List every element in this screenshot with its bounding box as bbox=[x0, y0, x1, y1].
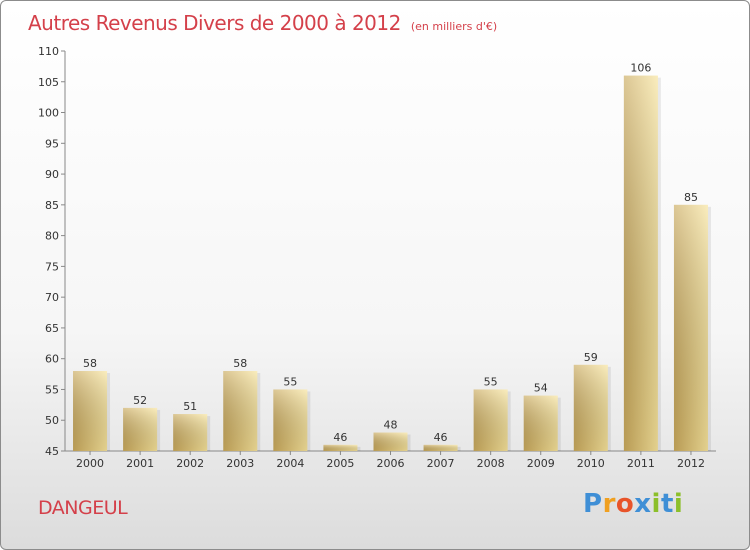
bar-value-label: 58 bbox=[233, 357, 247, 370]
logo-letter: P bbox=[583, 489, 603, 519]
bar-shade bbox=[623, 75, 658, 451]
x-tick-label: 2005 bbox=[326, 457, 354, 470]
bar-value-label: 106 bbox=[630, 62, 651, 75]
logo-letter: r bbox=[602, 489, 616, 519]
x-tick-label: 2011 bbox=[627, 457, 655, 470]
bar-group: 51 2002 bbox=[173, 400, 211, 470]
y-tick-label: 95 bbox=[45, 137, 59, 150]
y-tick-label: 70 bbox=[45, 291, 59, 304]
bar-group: 46 2005 bbox=[323, 431, 361, 470]
bar-group: 85 2012 bbox=[673, 191, 711, 470]
chart-title-text: Autres Revenus Divers de 2000 à 2012 bbox=[28, 11, 401, 35]
logo-letter: i bbox=[651, 489, 661, 519]
bar-value-label: 46 bbox=[434, 431, 448, 444]
y-tick-label: 65 bbox=[45, 322, 59, 335]
logo-letter: i bbox=[673, 489, 684, 519]
logo-letter: o bbox=[615, 489, 635, 519]
bar-shade bbox=[123, 407, 158, 451]
bars: 58 2000 52 2001 51 2002 58 2003 55 2004 46 2005 48 20… bbox=[73, 62, 711, 470]
bar-shade bbox=[223, 371, 258, 451]
y-tick-label: 45 bbox=[45, 445, 59, 458]
logo-letter: x bbox=[634, 489, 652, 519]
bar-value-label: 55 bbox=[484, 375, 498, 388]
bar-group: 58 2000 bbox=[73, 357, 111, 470]
bar-value-label: 59 bbox=[584, 351, 598, 364]
bar-shade bbox=[373, 432, 408, 451]
y-tick-label: 60 bbox=[45, 353, 59, 366]
y-tick-label: 110 bbox=[38, 45, 59, 58]
chart-unit-note: (en milliers d'€) bbox=[410, 20, 498, 33]
bar-shade bbox=[273, 389, 308, 451]
bar-group: 106 2011 bbox=[623, 62, 661, 470]
bar-group: 59 2010 bbox=[573, 351, 611, 470]
x-tick-label: 2000 bbox=[76, 457, 104, 470]
y-tick-label: 75 bbox=[45, 260, 59, 273]
place-name: DANGEUL bbox=[38, 497, 128, 519]
bar-value-label: 55 bbox=[283, 375, 297, 388]
bar-group: 54 2009 bbox=[523, 382, 561, 470]
y-tick-label: 90 bbox=[45, 168, 59, 181]
bar-value-label: 52 bbox=[133, 394, 147, 407]
bar-value-label: 51 bbox=[183, 400, 197, 413]
y-tick-label: 55 bbox=[45, 383, 59, 396]
bar-group: 55 2008 bbox=[473, 375, 511, 470]
bar-group: 48 2006 bbox=[373, 419, 411, 470]
logo-letter: t bbox=[660, 489, 674, 519]
bar-group: 55 2004 bbox=[273, 375, 311, 470]
axes: 45 50 55 60 65 70 75 80 85 90 95 100 105 110 bbox=[38, 45, 716, 458]
y-tick-label: 100 bbox=[38, 107, 59, 120]
bar-value-label: 54 bbox=[534, 382, 548, 395]
bar-shade bbox=[573, 364, 608, 451]
x-tick-label: 2001 bbox=[126, 457, 154, 470]
x-tick-label: 2002 bbox=[176, 457, 204, 470]
bar-shade bbox=[173, 414, 208, 451]
x-tick-label: 2006 bbox=[377, 457, 405, 470]
bar-shade bbox=[73, 371, 108, 451]
bar-group: 52 2001 bbox=[123, 394, 161, 470]
x-tick-label: 2008 bbox=[477, 457, 505, 470]
bar-shade bbox=[673, 204, 708, 451]
bar-group: 46 2007 bbox=[423, 431, 461, 470]
x-tick-label: 2004 bbox=[276, 457, 304, 470]
y-tick-label: 50 bbox=[45, 414, 59, 427]
x-tick-label: 2010 bbox=[577, 457, 605, 470]
y-tick-label: 85 bbox=[45, 199, 59, 212]
chart-title: Autres Revenus Divers de 2000 à 2012 (en … bbox=[28, 11, 497, 35]
x-tick-label: 2007 bbox=[427, 457, 455, 470]
bar-value-label: 58 bbox=[83, 357, 97, 370]
bar-value-label: 85 bbox=[684, 191, 698, 204]
bar-shade bbox=[423, 444, 458, 451]
bar-shade bbox=[323, 444, 358, 451]
bar-shade bbox=[473, 389, 508, 451]
bar-shade bbox=[523, 395, 558, 451]
y-tick-label: 105 bbox=[38, 76, 59, 89]
x-tick-label: 2009 bbox=[527, 457, 555, 470]
x-tick-label: 2012 bbox=[677, 457, 705, 470]
bar-value-label: 46 bbox=[333, 431, 347, 444]
y-tick-label: 80 bbox=[45, 230, 59, 243]
bar-group: 58 2003 bbox=[223, 357, 261, 470]
bar-value-label: 48 bbox=[384, 419, 398, 432]
proxiti-logo: Proxiti bbox=[583, 489, 683, 519]
x-tick-label: 2003 bbox=[226, 457, 254, 470]
